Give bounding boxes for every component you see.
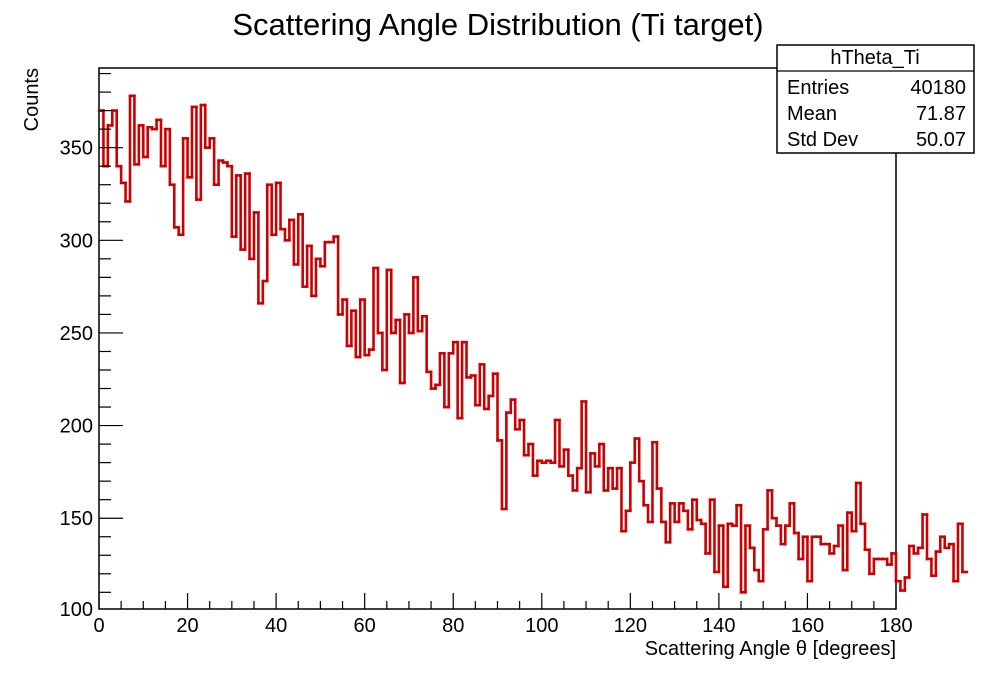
axis-layer: 0 20 40 60 80 100 120 140 160 180 100 150 200 250 300 3… — [60, 72, 913, 637]
chart-title: Scattering Angle Distribution (Ti target… — [232, 7, 763, 42]
stats-value-stddev: 50.07 — [916, 129, 966, 151]
x-tick-label: 80 — [442, 615, 464, 637]
y-tick-label: 200 — [60, 416, 93, 438]
x-tick-label: 100 — [525, 615, 558, 637]
histogram-layer — [97, 94, 969, 594]
y-tick-label: 350 — [60, 138, 93, 160]
stats-box-name: hTheta_Ti — [830, 47, 919, 69]
x-tick-label: 180 — [879, 615, 912, 637]
x-tick-label: 20 — [176, 615, 198, 637]
stats-label-stddev: Std Dev — [787, 129, 858, 151]
stats-box: hTheta_Ti Entries 40180 Mean 71.87 Std D… — [776, 44, 975, 154]
y-tick-label: 300 — [60, 230, 93, 252]
x-tick-label: 0 — [93, 615, 104, 637]
x-tick-label: 160 — [791, 615, 824, 637]
y-axis-label: Counts — [21, 68, 43, 131]
x-tick-label: 140 — [702, 615, 735, 637]
y-tick-label: 100 — [60, 599, 93, 621]
stats-value-mean: 71.87 — [916, 103, 966, 125]
x-tick-label: 60 — [354, 615, 376, 637]
stats-label-mean: Mean — [787, 103, 837, 125]
stats-value-entries: 40180 — [910, 77, 966, 99]
x-tick-label: 40 — [265, 615, 287, 637]
x-axis-label: Scattering Angle θ [degrees] — [645, 638, 896, 660]
y-tick-label: 150 — [60, 508, 93, 530]
y-tick-label: 250 — [60, 323, 93, 345]
stats-label-entries: Entries — [787, 77, 849, 99]
stats-box-frame — [776, 44, 975, 154]
x-tick-label: 120 — [614, 615, 647, 637]
